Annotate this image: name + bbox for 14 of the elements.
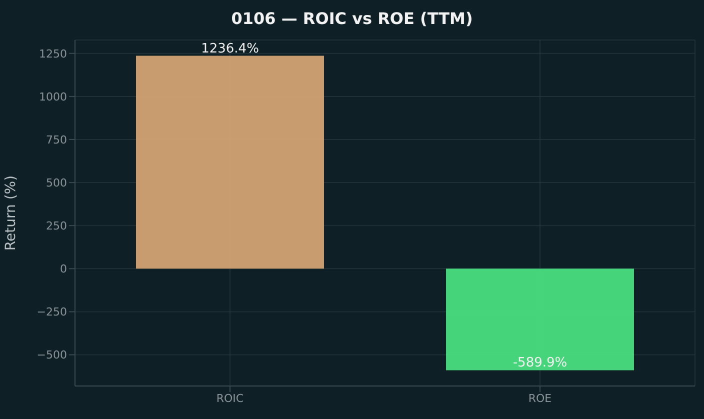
y-tick-label: 1000: [39, 90, 67, 104]
y-tick-label: 500: [46, 176, 67, 190]
x-tick-label: ROE: [528, 392, 552, 405]
y-axis-title: Return (%): [2, 175, 19, 251]
y-tick-label: 0: [60, 262, 67, 276]
chart-title: 0106 — ROIC vs ROE (TTM): [230, 9, 474, 28]
y-tick-label: −250: [36, 306, 67, 319]
y-tick-label: 250: [46, 220, 67, 233]
data-label: 1236.4%: [201, 42, 259, 57]
data-label: -589.9%: [512, 355, 568, 370]
y-tick-label: 1250: [39, 47, 67, 60]
y-tick-label: 750: [46, 133, 67, 146]
y-tick-label: −500: [36, 348, 67, 362]
x-tick-label: ROIC: [216, 392, 244, 405]
